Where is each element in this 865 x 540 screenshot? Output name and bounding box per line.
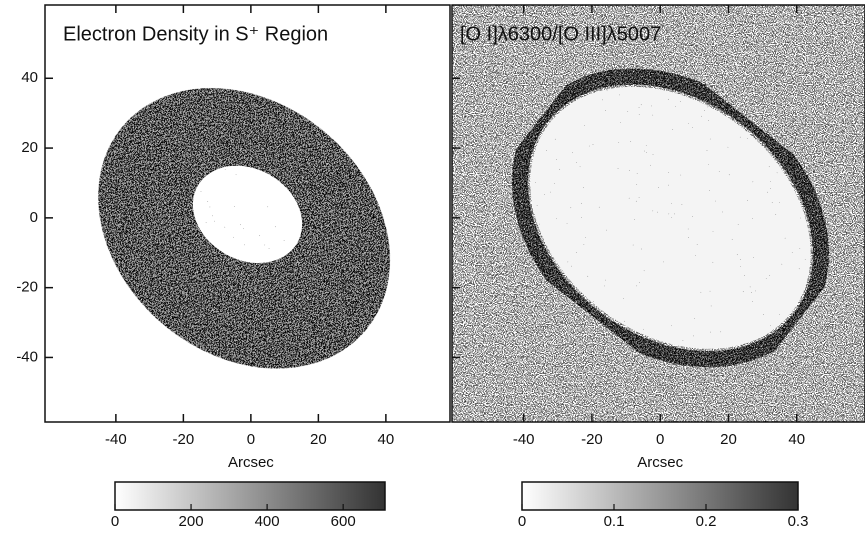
colorbar [114, 481, 386, 511]
colorbar-tick-label: 0.3 [788, 513, 809, 530]
plot-frame [451, 4, 865, 423]
x-tick-label: 40 [378, 431, 395, 448]
colorbar-tick-label: 200 [179, 513, 204, 530]
y-tick-label: 0 [30, 209, 38, 226]
colorbar-tick-label: 0 [111, 513, 119, 530]
x-tick-label: 20 [720, 431, 737, 448]
colorbar-tick-label: 400 [255, 513, 280, 530]
x-tick-label: -20 [173, 431, 195, 448]
image-layer [45, 5, 450, 422]
y-tick-label: -40 [16, 348, 38, 365]
colorbar-tick-label: 0.2 [696, 513, 717, 530]
y-tick-label: 40 [21, 69, 38, 86]
y-tick-label: -20 [16, 279, 38, 296]
plot-frame [44, 4, 451, 423]
colorbar [521, 481, 799, 511]
x-tick-label: -40 [105, 431, 127, 448]
x-axis-label: Arcsec [637, 454, 683, 471]
colorbar-tick-label: 600 [331, 513, 356, 530]
x-tick-label: 40 [788, 431, 805, 448]
x-tick-label: -40 [513, 431, 535, 448]
colorbar-tick-label: 0 [518, 513, 526, 530]
x-tick-label: 0 [247, 431, 255, 448]
x-tick-label: -20 [581, 431, 603, 448]
ratio-interior-speck [530, 86, 811, 349]
y-tick-label: 20 [21, 139, 38, 156]
image-layer [452, 5, 865, 422]
density-hole-speck [192, 165, 303, 264]
panel-title: [O I]λ6300/[O III]λ5007 [460, 23, 661, 45]
ratio-ring [511, 68, 829, 368]
colorbar-tick-label: 0.1 [604, 513, 625, 530]
x-axis-label: Arcsec [228, 454, 274, 471]
x-tick-label: 0 [656, 431, 664, 448]
x-tick-label: 20 [310, 431, 327, 448]
panel-title: Electron Density in S⁺ Region [63, 23, 328, 45]
